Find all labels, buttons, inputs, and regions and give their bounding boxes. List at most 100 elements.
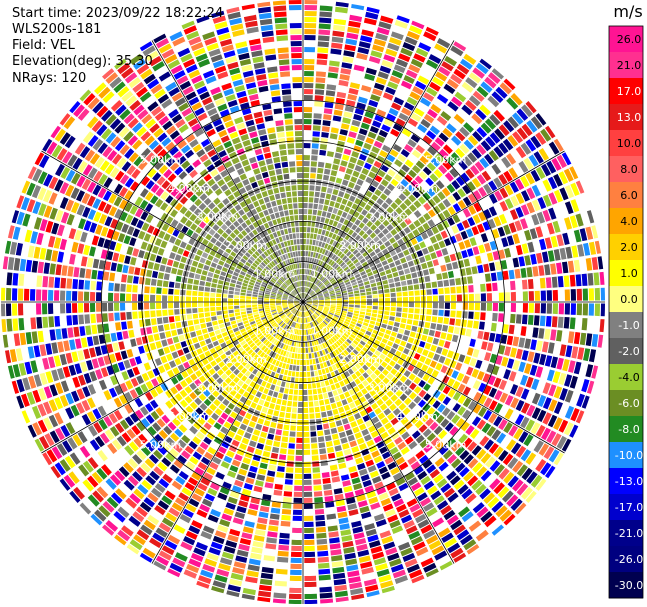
gate-cell <box>386 273 393 279</box>
gate-cell <box>411 272 418 279</box>
gate-cell <box>274 316 280 320</box>
gate-cell <box>319 222 324 229</box>
gate-cell <box>385 547 398 556</box>
gate-cell <box>268 519 279 526</box>
gate-cell <box>62 440 73 453</box>
gate-cell <box>158 164 168 175</box>
gate-cell <box>199 426 209 435</box>
gate-cell <box>268 317 274 322</box>
gate-cell <box>539 277 546 289</box>
gate-cell <box>119 211 128 222</box>
gate-cell <box>341 386 348 393</box>
gate-cell <box>265 290 271 293</box>
gate-cell <box>547 250 555 262</box>
gate-cell <box>420 497 432 507</box>
gate-cell <box>248 318 255 323</box>
gate-cell <box>192 308 198 314</box>
gate-cell <box>210 297 216 302</box>
gate-cell <box>186 415 196 425</box>
gate-cell <box>504 198 514 209</box>
gate-cell <box>114 352 122 362</box>
gate-cell <box>136 506 148 518</box>
gate-cell <box>339 393 346 400</box>
gate-cell <box>253 271 260 276</box>
gate-cell <box>323 114 332 121</box>
gate-cell <box>277 327 282 333</box>
gate-cell <box>368 411 376 419</box>
gate-cell <box>295 455 303 461</box>
gate-cell <box>231 459 241 467</box>
gate-cell <box>112 439 122 451</box>
gate-cell <box>307 329 310 335</box>
gate-cell <box>426 336 434 344</box>
gate-cell <box>128 515 141 527</box>
gate-cell <box>493 482 505 495</box>
gate-cell <box>412 86 424 96</box>
gate-cell <box>573 229 582 243</box>
gate-cell <box>431 369 439 378</box>
gate-cell <box>184 395 193 404</box>
gate-cell <box>169 562 183 573</box>
gate-cell <box>286 467 294 473</box>
gate-cell <box>273 592 287 599</box>
gate-cell <box>39 372 48 386</box>
gate-cell <box>307 310 310 316</box>
gate-cell <box>150 183 160 194</box>
gate-cell <box>115 221 124 231</box>
gate-cell <box>452 214 461 224</box>
gate-cell <box>224 407 232 415</box>
gate-cell <box>202 525 215 534</box>
gate-cell <box>253 289 259 293</box>
gate-cell <box>216 311 222 316</box>
gate-cell <box>203 472 214 481</box>
gate-cell <box>65 199 75 212</box>
gate-cell <box>553 417 563 431</box>
gate-cell <box>374 350 381 357</box>
gate-cell <box>290 377 295 383</box>
gate-cell <box>311 443 318 449</box>
gate-cell <box>306 298 312 301</box>
gate-cell <box>115 488 127 500</box>
gate-cell <box>198 384 206 392</box>
gate-cell <box>459 143 470 154</box>
gate-cell <box>427 198 436 208</box>
gate-cell <box>213 325 220 331</box>
gate-cell <box>361 261 368 267</box>
gate-cell <box>307 221 312 227</box>
gate-cell <box>271 277 277 282</box>
gate-cell <box>135 337 143 346</box>
gate-cell <box>457 406 466 416</box>
gate-cell <box>305 287 307 293</box>
gate-cell <box>306 300 312 302</box>
gate-cell <box>15 348 23 362</box>
gate-cell <box>437 382 446 392</box>
gate-cell <box>270 295 276 298</box>
gate-cell <box>357 383 365 390</box>
gate-cell <box>1 319 7 333</box>
gate-cell <box>351 281 358 286</box>
gate-cell <box>491 501 504 513</box>
gate-cell <box>375 32 388 41</box>
gate-cell <box>369 232 377 239</box>
gate-cell <box>475 483 487 496</box>
gate-cell <box>384 356 391 364</box>
gate-cell <box>106 343 114 354</box>
gate-cell <box>34 438 45 452</box>
gate-cell <box>550 235 558 248</box>
gate-cell <box>376 441 385 449</box>
gate-cell <box>534 290 540 301</box>
gate-cell <box>15 242 23 256</box>
gate-cell <box>146 269 153 278</box>
gate-cell <box>372 306 378 310</box>
gate-cell <box>223 240 230 247</box>
gate-cell <box>335 257 341 264</box>
gate-cell <box>161 180 171 190</box>
gate-cell <box>99 160 110 172</box>
gate-cell <box>364 485 375 493</box>
gate-cell <box>324 293 329 297</box>
gate-cell <box>330 295 336 298</box>
gate-cell <box>409 569 423 579</box>
gate-cell <box>412 190 421 199</box>
gate-cell <box>404 558 418 568</box>
gate-cell <box>489 460 501 472</box>
